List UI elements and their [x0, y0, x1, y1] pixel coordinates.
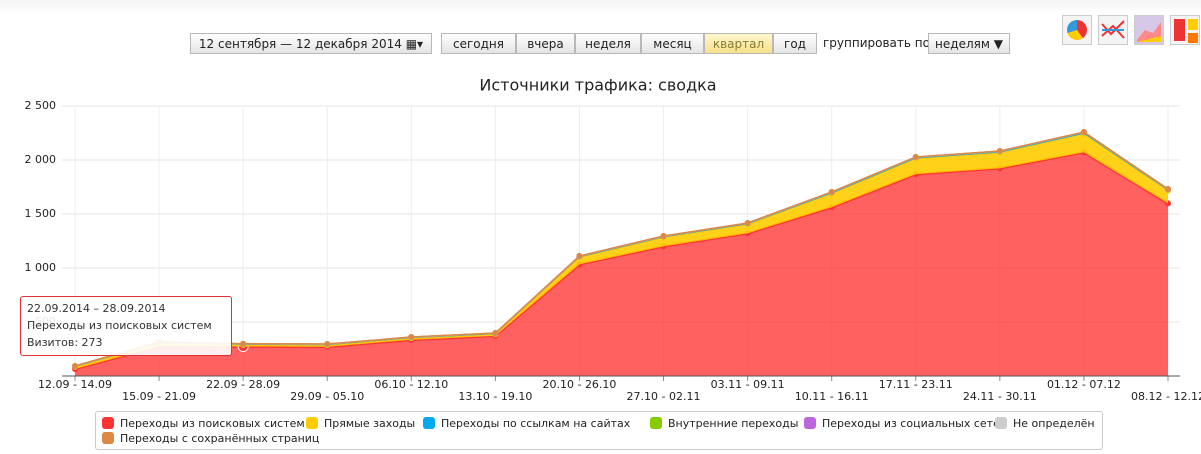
legend-label: Не определён	[1013, 417, 1095, 430]
legend-item[interactable]: Не определён	[995, 417, 1095, 431]
x-tick-label: 13.10 - 19.10	[458, 390, 532, 403]
y-tick-label: 1 000	[25, 261, 57, 274]
tooltip-visits-label: Визитов:	[27, 336, 79, 349]
top-bar	[0, 0, 1201, 14]
point	[996, 148, 1003, 155]
group-select[interactable]: неделям ▼	[928, 33, 1010, 54]
date-range-button[interactable]: 12 сентября — 12 декабря 2014 ▦▾	[190, 33, 432, 54]
point	[660, 233, 667, 240]
period-button[interactable]: квартал	[704, 33, 773, 54]
legend-item[interactable]: Прямые заходы	[306, 417, 415, 431]
line-chart-icon[interactable]	[1098, 15, 1128, 45]
tooltip-value: 273	[81, 336, 103, 349]
y-tick-label: 2 500	[25, 99, 57, 112]
x-tick-label: 17.11 - 23.11	[879, 378, 953, 391]
legend-label: Переходы из поисковых систем	[120, 417, 305, 430]
period-button[interactable]: вчера	[516, 33, 575, 54]
legend-swatch	[804, 417, 816, 429]
legend-item[interactable]: Переходы из поисковых систем	[102, 417, 305, 431]
legend-swatch	[995, 417, 1007, 429]
legend-swatch	[423, 417, 435, 429]
x-tick-label: 27.10 - 02.11	[627, 390, 701, 403]
legend-label: Внутренние переходы	[668, 417, 799, 430]
point	[1080, 129, 1087, 136]
chart-title: Источники трафика: сводка	[479, 76, 716, 95]
point	[828, 188, 835, 195]
legend-swatch	[650, 417, 662, 429]
x-tick-label: 15.09 - 21.09	[122, 390, 196, 403]
x-tick-label: 06.10 - 12.10	[374, 378, 448, 391]
area	[75, 133, 1168, 369]
point	[912, 153, 919, 160]
area-line	[74, 131, 1169, 367]
point	[324, 341, 331, 348]
pie-chart-icon[interactable]	[1062, 15, 1092, 45]
legend-label: Переходы из социальных сетей	[822, 417, 1008, 430]
legend-item[interactable]: Переходы по ссылкам на сайтах	[423, 417, 630, 431]
group-label: группировать по	[823, 36, 930, 50]
point	[492, 330, 499, 337]
tooltip: 22.09.2014 – 28.09.2014 Переходы из поис…	[20, 296, 232, 356]
x-tick-label: 22.09 - 28.09	[206, 378, 280, 391]
legend-swatch	[306, 417, 318, 429]
legend-label: Переходы по ссылкам на сайтах	[441, 417, 631, 430]
legend-item[interactable]: Переходы с сохранённых страниц	[102, 432, 319, 446]
legend-item[interactable]: Внутренние переходы	[650, 417, 798, 431]
date-range: 12 сентября — 12 декабря 2014	[198, 37, 402, 51]
bar-chart-icon[interactable]	[1170, 15, 1200, 45]
point	[576, 253, 583, 260]
group-value: неделям	[935, 37, 990, 51]
legend-swatch	[102, 432, 114, 444]
x-tick-label: 01.12 - 07.12	[1047, 378, 1121, 391]
point	[240, 340, 247, 347]
area-chart-icon[interactable]	[1134, 15, 1164, 45]
y-tick-label: 2 000	[25, 153, 57, 166]
x-tick-label: 08.12 - 12.12	[1131, 390, 1201, 403]
period-button[interactable]: год	[773, 33, 817, 54]
point	[744, 219, 751, 226]
point	[72, 362, 78, 369]
legend-item[interactable]: Переходы из социальных сетей	[804, 417, 1007, 431]
period-button[interactable]: неделя	[575, 33, 641, 54]
legend-swatch	[102, 417, 114, 429]
y-tick-label: 1 500	[25, 207, 57, 220]
point	[1165, 186, 1171, 193]
legend-label: Переходы с сохранённых страниц	[120, 432, 320, 445]
period-button[interactable]: месяц	[641, 33, 704, 54]
x-tick-label: 24.11 - 30.11	[963, 390, 1037, 403]
x-tick-label: 29.09 - 05.10	[290, 390, 364, 403]
tooltip-date: 22.09.2014 – 28.09.2014	[27, 302, 166, 315]
tooltip-series: Переходы из поисковых систем	[27, 319, 212, 332]
x-tick-label: 20.10 - 26.10	[542, 378, 616, 391]
area	[75, 152, 1168, 376]
legend-label: Прямые заходы	[324, 417, 416, 430]
point	[408, 334, 415, 341]
x-tick-label: 12.09 - 14.09	[38, 378, 112, 391]
x-tick-label: 10.11 - 16.11	[795, 390, 869, 403]
legend: Переходы из поисковых систем Прямые заход…	[95, 411, 1103, 450]
x-tick-label: 03.11 - 09.11	[711, 378, 785, 391]
period-button[interactable]: сегодня	[441, 33, 516, 54]
